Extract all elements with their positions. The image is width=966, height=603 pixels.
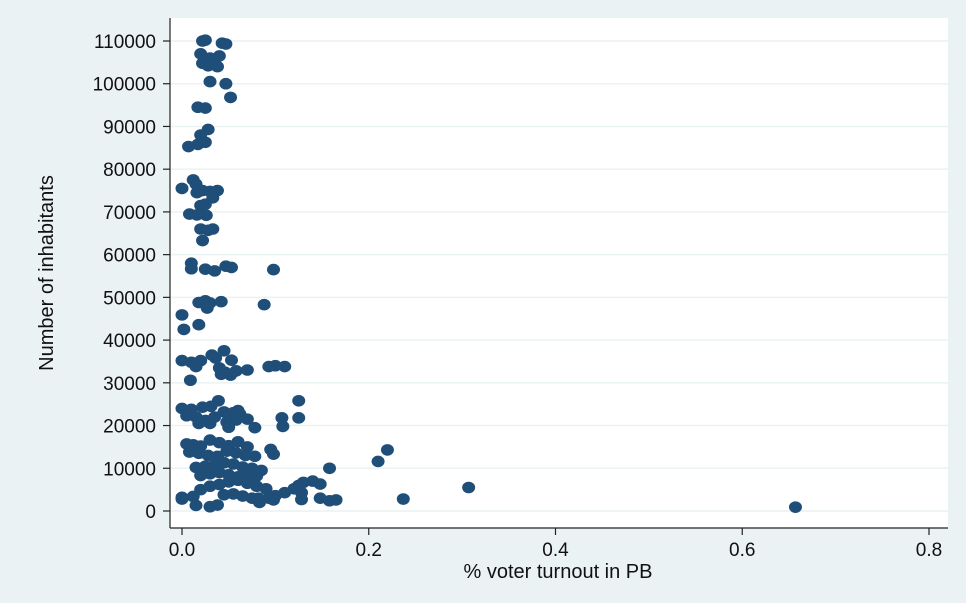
data-point [211, 394, 225, 407]
y-tick-label: 10000 [103, 459, 156, 480]
data-point [198, 102, 212, 114]
x-tick-label: 0.4 [542, 540, 569, 561]
y-tick-label: 70000 [103, 203, 156, 224]
data-point [208, 56, 222, 69]
data-point [201, 449, 215, 462]
y-tick-label: 50000 [103, 288, 156, 309]
data-point [198, 34, 212, 46]
data-point [231, 404, 245, 417]
data-point [196, 234, 210, 247]
data-point [396, 493, 410, 505]
data-point [275, 412, 289, 424]
data-point [189, 360, 203, 373]
data-point [224, 261, 238, 274]
gridlines [170, 40, 948, 512]
y-tick-label: 60000 [103, 246, 156, 267]
data-point [267, 448, 281, 460]
data-point [292, 394, 306, 407]
data-point [186, 490, 200, 503]
y-tick-label: 0 [145, 502, 156, 523]
y-axis-ticks: 0 10000 20000 30000 40000 50000 60000 70000 8000… [93, 32, 170, 523]
data-point [224, 354, 238, 366]
y-tick-label: 30000 [103, 374, 156, 395]
data-point [329, 494, 343, 506]
data-point [231, 435, 245, 448]
x-tick-label: 0.2 [356, 540, 382, 561]
y-tick-label: 80000 [103, 160, 156, 181]
data-point [222, 421, 236, 434]
data-point [183, 374, 197, 387]
data-point [189, 499, 203, 512]
data-point [323, 462, 337, 475]
data-point [268, 359, 282, 372]
data-point [295, 493, 309, 506]
x-axis-ticks: 0.0 0.2 0.4 0.6 0.8 [169, 528, 942, 561]
data-point [257, 298, 271, 311]
data-point [371, 455, 385, 468]
data-point [248, 421, 262, 434]
data-point [248, 450, 262, 463]
data-point [259, 482, 273, 495]
x-axis-title: % voter turnout in PB [464, 561, 653, 583]
data-point [209, 352, 223, 364]
data-point [788, 501, 802, 513]
data-point [182, 140, 196, 153]
data-point [214, 368, 228, 381]
data-point [267, 494, 281, 506]
data-point [267, 263, 281, 276]
data-point [208, 265, 222, 277]
data-point [192, 417, 206, 430]
data-point [276, 420, 290, 433]
y-tick-label: 20000 [103, 417, 156, 438]
y-tick-label: 40000 [103, 331, 156, 352]
y-tick-label: 90000 [103, 117, 156, 138]
data-point [198, 198, 212, 211]
data-point [238, 449, 252, 462]
data-point [217, 344, 231, 357]
data-point [250, 470, 264, 482]
data-point [199, 209, 213, 222]
data-point [224, 369, 238, 381]
data-point [175, 493, 189, 505]
data-point [177, 323, 191, 336]
data-point [210, 499, 224, 511]
data-point [184, 262, 198, 275]
data-point [200, 302, 214, 314]
data-point [278, 360, 292, 373]
data-point [203, 75, 217, 88]
y-tick-label: 110000 [94, 32, 156, 53]
data-point [190, 209, 204, 221]
data-point [313, 478, 327, 490]
data-point [240, 364, 254, 376]
x-tick-label: 0.8 [916, 540, 942, 561]
data-point [214, 295, 228, 308]
data-point [224, 91, 238, 104]
data-point [462, 481, 476, 494]
data-point [217, 406, 231, 418]
data-point [175, 182, 189, 195]
plot-area [170, 18, 948, 528]
data-point [219, 38, 233, 50]
data-point [380, 444, 394, 456]
data-point [240, 413, 254, 425]
data-point [219, 77, 233, 90]
data-point [206, 223, 220, 235]
y-axis-title: Number of inhabitants [36, 175, 58, 371]
x-tick-label: 0.6 [729, 540, 755, 561]
y-tick-label: 100000 [93, 75, 156, 96]
data-point [292, 412, 306, 424]
data-point [203, 417, 217, 430]
data-point [175, 309, 189, 321]
x-tick-label: 0.0 [169, 540, 195, 561]
data-points [175, 34, 802, 513]
data-point [217, 488, 231, 501]
data-point [192, 318, 206, 331]
